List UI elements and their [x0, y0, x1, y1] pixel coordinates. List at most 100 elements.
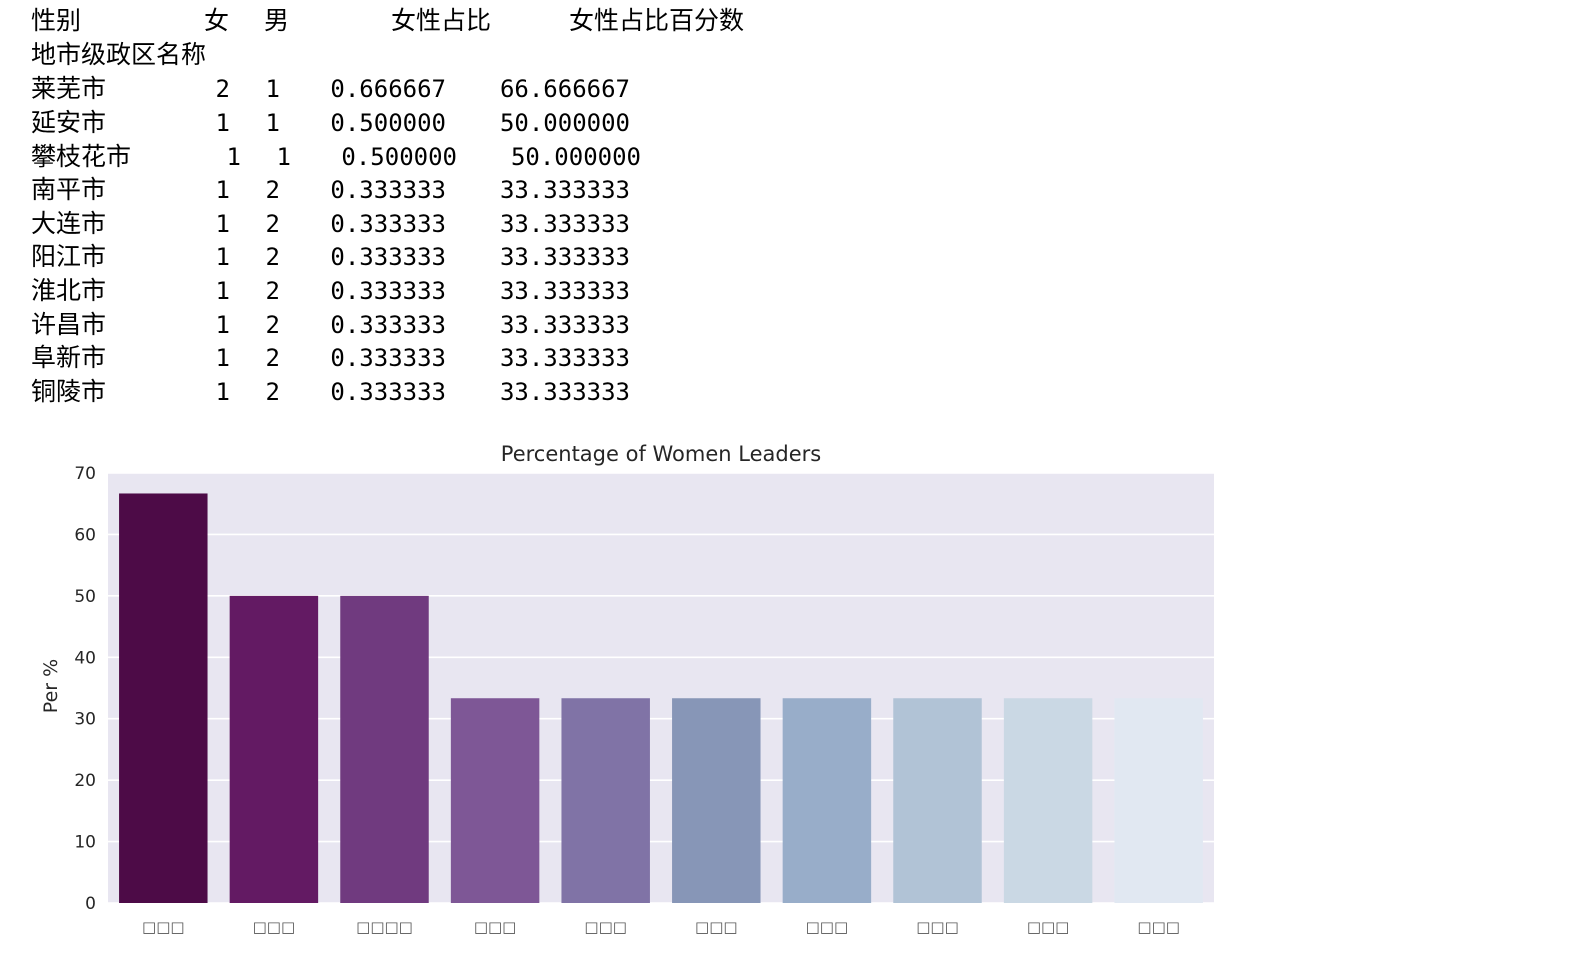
table-cell: 33.333333 — [499, 378, 630, 406]
table-cell: 2 — [215, 75, 230, 103]
x-tick-label: □□□ — [916, 918, 959, 936]
y-axis-label: Per % — [40, 659, 62, 713]
table-cell: 33.333333 — [499, 176, 630, 204]
y-tick-label: 30 — [74, 710, 96, 730]
table-cell: 1 — [215, 109, 230, 137]
row-index-label: 铜陵市 — [31, 377, 107, 406]
row-index-label: 南平市 — [31, 175, 107, 204]
table-cell: 2 — [265, 344, 280, 372]
bar — [561, 698, 650, 903]
y-tick-label: 40 — [74, 648, 96, 668]
table-cell: 2 — [265, 210, 280, 238]
table-cell: 0.333333 — [330, 311, 446, 339]
column-header: 女性占比 — [391, 6, 492, 35]
table-cell: 0.500000 — [341, 143, 457, 171]
table-cell: 1 — [215, 176, 230, 204]
table-row: 南平市 1 2 0.333333 33.333333 — [0, 173, 800, 207]
x-tick-label: □□□ — [1137, 918, 1180, 936]
bar — [119, 493, 208, 903]
table-row: 延安市 1 1 0.500000 50.000000 — [0, 106, 800, 140]
table-cell: 0.333333 — [330, 277, 446, 305]
bar — [340, 595, 429, 903]
y-axis-ticks: 0 10 20 30 40 50 60 70 — [74, 464, 96, 914]
table-row: 阳江市 1 2 0.333333 33.333333 — [0, 240, 800, 274]
table-cell: 0.333333 — [330, 344, 446, 372]
table-cell: 1 — [215, 344, 230, 372]
table-cell: 33.333333 — [499, 344, 630, 372]
bar — [1114, 698, 1203, 903]
index-name: 地市级政区名称 — [31, 40, 207, 69]
table-header-row: 性别 女 男 女性占比 女性占比百分数 — [0, 4, 800, 38]
y-tick-label: 50 — [74, 587, 96, 607]
bar — [893, 698, 982, 903]
table-cell: 1 — [215, 243, 230, 271]
table-row: 大连市 1 2 0.333333 33.333333 — [0, 207, 800, 241]
column-header: 男 — [264, 6, 290, 35]
table-cell: 0.333333 — [330, 378, 446, 406]
x-axis-ticks: □□□ □□□ □□□□ □□□ □□□ □□□ □□□ □□□ □□□ □□□ — [142, 918, 1180, 936]
row-index-label: 淮北市 — [31, 276, 107, 305]
table-cell: 1 — [215, 277, 230, 305]
table-row: 莱芜市 2 1 0.666667 66.666667 — [0, 72, 800, 106]
row-index-label: 许昌市 — [31, 310, 107, 339]
table-cell: 50.000000 — [499, 109, 630, 137]
bar — [229, 595, 319, 903]
index-name-row: 地市级政区名称 — [0, 38, 800, 72]
x-tick-label: □□□ — [474, 918, 517, 936]
table-cell: 2 — [265, 176, 280, 204]
table-cell: 0.333333 — [330, 210, 446, 238]
bars — [119, 493, 1203, 903]
x-tick-label: □□□□ — [356, 918, 413, 936]
y-tick-label: 0 — [85, 894, 96, 914]
column-header: 女 — [204, 6, 230, 35]
row-index-label: 攀枝花市 — [31, 142, 132, 171]
table-cell: 1 — [276, 143, 291, 171]
x-tick-label: □□□ — [806, 918, 849, 936]
column-header: 女性占比百分数 — [569, 6, 745, 35]
table-cell: 1 — [215, 378, 230, 406]
table-cell: 33.333333 — [499, 311, 630, 339]
table-cell: 66.666667 — [499, 75, 630, 103]
bar — [450, 698, 540, 903]
y-tick-label: 20 — [74, 771, 96, 791]
table-cell: 0.500000 — [330, 109, 446, 137]
x-tick-label: □□□ — [142, 918, 185, 936]
y-tick-label: 10 — [74, 833, 96, 853]
chart-title: Percentage of Women Leaders — [501, 442, 821, 466]
bar — [782, 698, 872, 903]
x-tick-label: □□□ — [584, 918, 627, 936]
table-cell: 2 — [265, 243, 280, 271]
table-cell: 1 — [265, 75, 280, 103]
table-cell: 2 — [265, 277, 280, 305]
table-cell: 2 — [265, 378, 280, 406]
row-index-label: 莱芜市 — [31, 74, 107, 103]
table-cell: 33.333333 — [499, 277, 630, 305]
columns-header-label: 性别 — [31, 6, 82, 35]
row-index-label: 延安市 — [31, 108, 107, 137]
table-cell: 33.333333 — [499, 210, 630, 238]
table-row: 淮北市 1 2 0.333333 33.333333 — [0, 274, 800, 308]
table-cell: 1 — [226, 143, 241, 171]
row-index-label: 大连市 — [31, 209, 107, 238]
x-tick-label: □□□ — [695, 918, 738, 936]
y-tick-label: 70 — [74, 464, 96, 484]
table-cell: 0.666667 — [330, 75, 446, 103]
dataframe-output: 性别 女 男 女性占比 女性占比百分数 地市级政区名称 莱芜市 2 1 0.66666… — [0, 0, 800, 420]
y-tick-label: 60 — [74, 525, 96, 545]
table-cell: 1 — [265, 109, 280, 137]
table-cell: 1 — [215, 210, 230, 238]
x-tick-label: □□□ — [1027, 918, 1070, 936]
bar-chart: 0 10 20 30 40 50 60 70 □□□ □□□ □□□□ □□□ □□□ □□□ □□□ □□… — [0, 430, 1584, 962]
table-row: 攀枝花市 1 1 0.500000 50.000000 — [0, 140, 800, 174]
table-cell: 1 — [215, 311, 230, 339]
bar — [672, 698, 761, 903]
table-cell: 0.333333 — [330, 176, 446, 204]
row-index-label: 阳江市 — [31, 242, 107, 271]
table-row: 阜新市 1 2 0.333333 33.333333 — [0, 341, 800, 375]
table-cell: 0.333333 — [330, 243, 446, 271]
table-cell: 50.000000 — [510, 143, 641, 171]
table-cell: 2 — [265, 311, 280, 339]
row-index-label: 阜新市 — [31, 343, 107, 372]
table-row: 铜陵市 1 2 0.333333 33.333333 — [0, 375, 800, 409]
